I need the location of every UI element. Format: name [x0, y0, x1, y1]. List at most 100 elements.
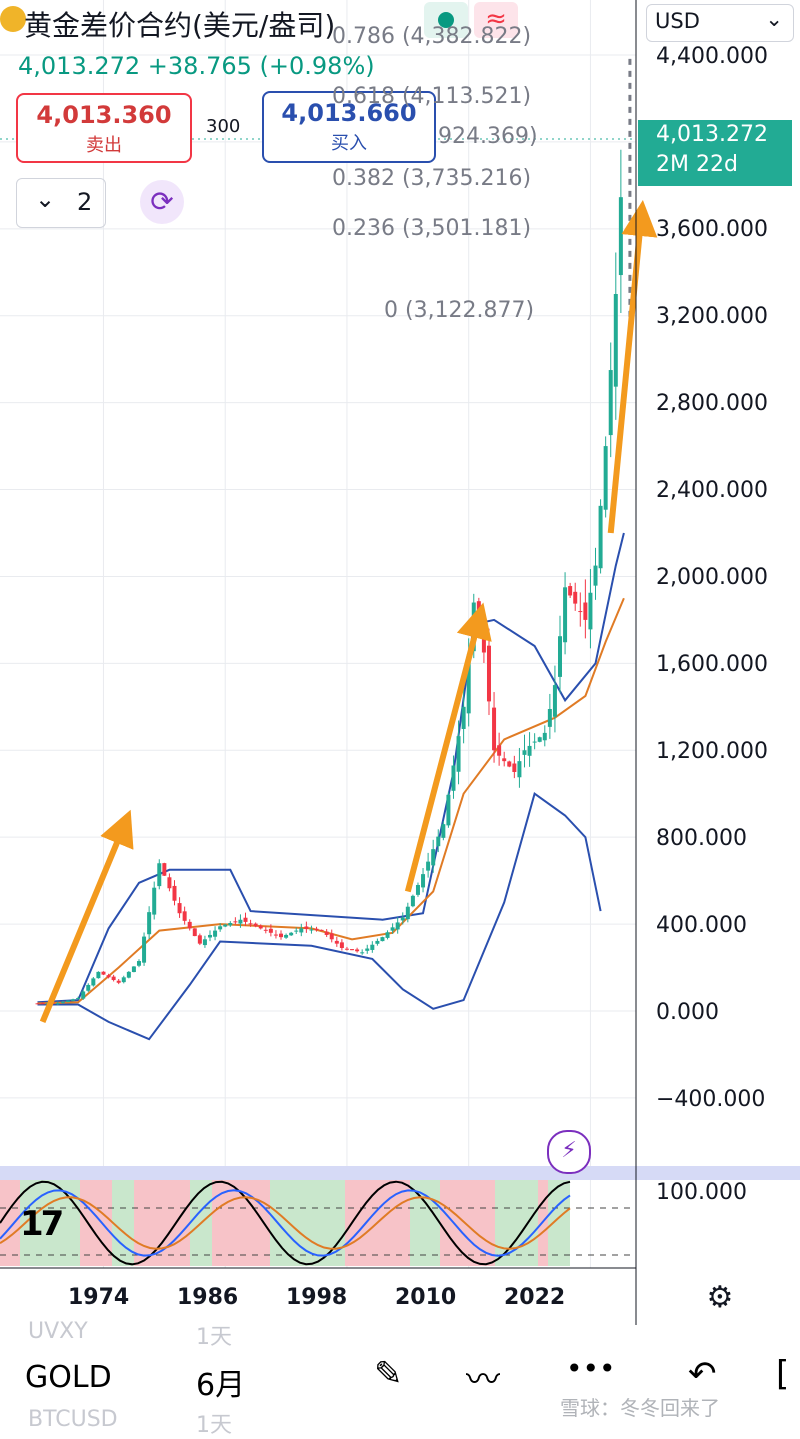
fib-label-0382: 0.382 (3,735.216) [332, 166, 532, 191]
buy-label: 买入 [331, 133, 367, 154]
candle-body [400, 917, 405, 921]
candle-body [395, 922, 400, 930]
draw-pen-icon[interactable]: ✎ [374, 1354, 403, 1394]
sync-icon[interactable]: ⟳ [140, 180, 184, 224]
candle-body [542, 732, 547, 741]
candle-body [116, 980, 121, 983]
candle-body [218, 926, 223, 930]
bollinger-bands [37, 58, 632, 1041]
time-axis-label: 1974 [68, 1285, 130, 1310]
undo-icon[interactable]: ↶ [688, 1354, 717, 1394]
more-icon[interactable]: ••• [566, 1352, 616, 1385]
candle-body [410, 895, 415, 907]
symbol-picker[interactable]: GOLD [25, 1360, 112, 1395]
lightning-icon[interactable]: ⚡ [547, 1130, 591, 1174]
candle-body [552, 685, 557, 717]
time-axis-label: 1998 [286, 1285, 348, 1310]
candle-body [481, 632, 486, 653]
ghost-symbol: UVXY [28, 1319, 88, 1344]
candle-body [121, 977, 126, 983]
candle-body [202, 939, 207, 946]
candle-body [507, 761, 512, 767]
candle-body [111, 976, 116, 981]
bar-countdown: 2M 22d [656, 152, 738, 177]
candle-body [284, 934, 289, 938]
candle-body [86, 984, 91, 991]
symbol-title[interactable]: 黄金差价合约(美元/盎司) [24, 9, 336, 42]
candle-body [213, 930, 218, 937]
time-axis-label: 2010 [395, 1285, 457, 1310]
candle-body [248, 923, 253, 925]
candle-body [334, 940, 339, 944]
trend-arrows [39, 200, 658, 1024]
candle-body [228, 923, 233, 926]
osc-header-band [0, 1166, 800, 1180]
candle-body [350, 949, 355, 951]
indicator-count: 2 [77, 188, 93, 216]
candle-body [91, 978, 96, 986]
candle-body [375, 940, 380, 944]
osc-zone [495, 1180, 538, 1266]
price-axis-label: 3,200.000 [656, 304, 768, 329]
period-picker[interactable]: 6月 [196, 1368, 246, 1403]
fib-label-0: 0 (3,122.877) [384, 298, 535, 323]
candle-body [81, 991, 86, 999]
candle-body [273, 934, 278, 936]
candle-body [304, 926, 309, 929]
price-axis-label: 2,800.000 [656, 391, 768, 416]
settings-icon[interactable]: ⚙ [706, 1280, 734, 1315]
price-axis-label: 800.000 [656, 826, 747, 851]
candle-body [492, 707, 497, 751]
wave-icon[interactable]: ≈ [474, 2, 518, 38]
price-axis-label: 1,600.000 [656, 652, 768, 677]
candle-body [527, 745, 532, 756]
candle-body [172, 885, 177, 901]
candle-body [106, 975, 111, 978]
candle-body [55, 1003, 60, 1005]
price-chart[interactable] [0, 0, 800, 1325]
candle-body [263, 929, 268, 931]
candle-body [593, 565, 598, 586]
candle-body [517, 761, 522, 778]
osc-k-line [0, 1180, 571, 1266]
candle-body [603, 446, 608, 510]
sell-price: 4,013.360 [36, 101, 172, 129]
candle-body [365, 948, 370, 951]
candle-body [355, 949, 360, 952]
candle-body [380, 937, 385, 942]
candle-body [324, 931, 329, 935]
candle-body [360, 952, 365, 954]
candle-body [187, 921, 192, 929]
candle-body [162, 863, 167, 876]
candle-body [426, 861, 431, 871]
osc-signal-line [0, 1196, 571, 1250]
status-dot-icon[interactable] [424, 2, 468, 38]
candle-body [563, 587, 568, 643]
candle-body [405, 906, 410, 920]
oscillator-axis-label: 100.000 [656, 1180, 747, 1205]
price-axis-label: −400.000 [656, 1087, 766, 1112]
candle-body [131, 966, 136, 973]
candle-body [65, 1000, 70, 1003]
watermark: 雪球：冬冬回来了 [560, 1396, 720, 1420]
currency-select[interactable]: USD ⌄ [646, 4, 794, 42]
sell-button[interactable]: 4,013.360 卖出 [16, 93, 192, 163]
indicator-collapse-button[interactable]: ⌄ 2 [16, 178, 106, 228]
fib-label-0618: 0.618 (4,113.521) [332, 84, 532, 109]
osc-zone [410, 1180, 440, 1266]
price-change: +38.765 [147, 52, 252, 80]
candle-body [573, 591, 578, 604]
spread-value: 300 [206, 116, 241, 137]
price-axis-label: 2,400.000 [656, 478, 768, 503]
candle-body [446, 794, 451, 826]
candle-body [421, 874, 426, 888]
candle-body [547, 708, 552, 727]
candle-body [60, 1001, 65, 1003]
currency-value: USD [655, 9, 700, 33]
candle-body [588, 592, 593, 630]
candle-body [385, 932, 390, 938]
buy-button[interactable]: 4,013.660 买入 [262, 91, 436, 163]
tradingview-logo: 17 [20, 1204, 64, 1244]
more-tools-icon[interactable]: [ [776, 1354, 790, 1394]
indicator-icon[interactable]: 〰 [466, 1360, 500, 1400]
